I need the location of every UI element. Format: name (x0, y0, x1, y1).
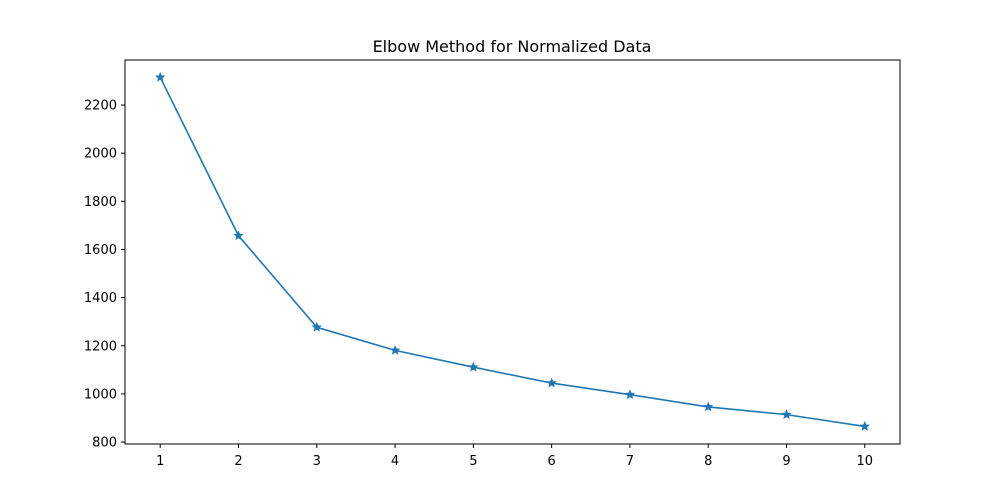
x-tick-label: 6 (548, 454, 556, 469)
plot-frame (124, 59, 901, 445)
data-point (155, 71, 166, 82)
data-point (624, 389, 636, 400)
data-point (859, 421, 870, 431)
series-markers (155, 71, 870, 431)
x-tick-label: 10 (856, 454, 873, 469)
data-point (389, 344, 401, 355)
y-tick-label: 2000 (84, 147, 117, 162)
y-tick-label: 800 (92, 436, 117, 451)
x-tick-label: 7 (626, 454, 634, 469)
x-tick-label: 8 (704, 454, 712, 469)
data-point (233, 230, 244, 241)
x-tick-label: 9 (782, 454, 790, 469)
x-tick-label: 1 (156, 454, 164, 469)
y-tick-label: 1200 (84, 339, 117, 354)
x-axis: 1 2 3 4 5 6 7 8 9 10 (156, 444, 873, 469)
data-point (781, 409, 792, 419)
data-point (311, 321, 322, 332)
data-point (546, 377, 557, 388)
y-tick-label: 1800 (84, 195, 117, 210)
y-tick-label: 2200 (84, 99, 117, 114)
y-tick-label: 1400 (84, 291, 117, 306)
series-line (159, 76, 865, 428)
chart-title: Elbow Method for Normalized Data (373, 37, 652, 56)
x-tick-label: 4 (391, 454, 399, 469)
y-axis: 800 1000 1200 1400 1600 1800 2000 2200 (84, 99, 125, 451)
x-tick-label: 5 (469, 454, 477, 469)
x-tick-label: 3 (313, 454, 321, 469)
x-tick-label: 2 (234, 454, 242, 469)
data-point (468, 361, 479, 372)
y-tick-label: 1600 (84, 243, 117, 258)
data-point (703, 401, 714, 412)
y-tick-label: 1000 (84, 387, 117, 402)
